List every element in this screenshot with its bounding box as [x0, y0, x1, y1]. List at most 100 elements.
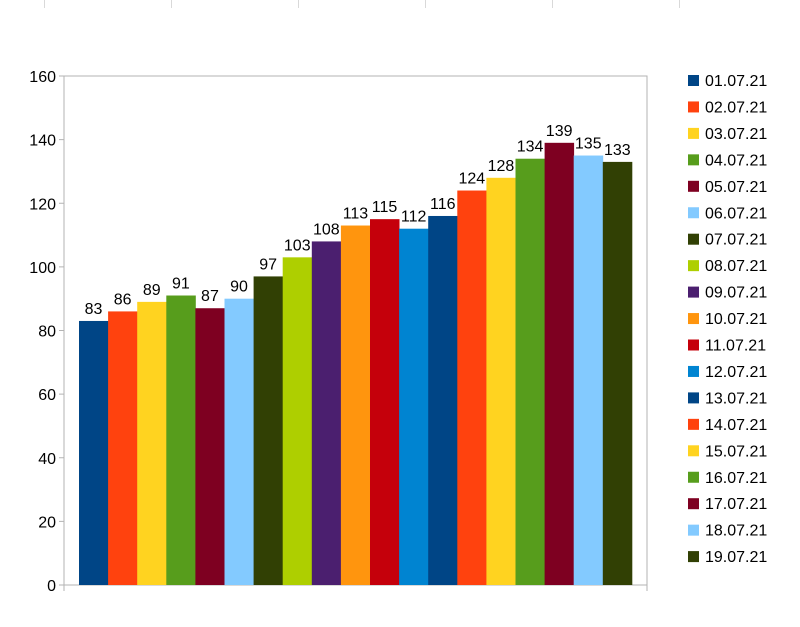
legend-swatch — [688, 551, 699, 563]
bar-series — [79, 142, 633, 586]
y-axis: 0 20 40 60 80 100 120 140 160 — [29, 69, 648, 595]
legend-swatch — [688, 101, 699, 113]
bar-09.07.21 — [311, 241, 342, 586]
legend-swatch — [688, 313, 699, 325]
legend-swatch — [688, 260, 699, 272]
legend-label: 06.07.21 — [705, 205, 767, 222]
bar-08.07.21 — [282, 257, 313, 585]
legend-item: 16.07.21 — [688, 470, 767, 487]
data-label: 133 — [604, 142, 631, 159]
legend-label: 07.07.21 — [705, 232, 767, 249]
legend-item: 08.07.21 — [688, 258, 767, 275]
y-tick-label: 160 — [29, 69, 56, 86]
legend-item: 02.07.21 — [688, 99, 767, 116]
y-tick-label: 0 — [47, 578, 56, 595]
bar-15.07.21 — [486, 177, 516, 586]
data-label: 97 — [259, 256, 277, 273]
data-label: 128 — [488, 158, 515, 175]
legend-swatch — [688, 524, 699, 536]
data-label: 90 — [230, 279, 248, 296]
legend-swatch — [688, 339, 699, 351]
bar-01.07.21 — [79, 320, 109, 585]
legend-label: 15.07.21 — [705, 443, 767, 460]
legend-label: 04.07.21 — [705, 152, 767, 169]
legend-swatch — [688, 286, 699, 298]
data-label: 124 — [458, 171, 485, 188]
bar-07.07.21 — [253, 276, 284, 585]
legend-item: 15.07.21 — [688, 443, 767, 460]
bar-06.07.21 — [224, 298, 254, 585]
legend-item: 03.07.21 — [688, 126, 767, 143]
legend-label: 17.07.21 — [705, 496, 767, 513]
data-label: 134 — [517, 139, 544, 156]
legend-item: 09.07.21 — [688, 285, 767, 302]
data-label: 108 — [313, 221, 340, 238]
legend-label: 10.07.21 — [705, 311, 767, 328]
data-label: 112 — [401, 209, 427, 226]
legend-item: 07.07.21 — [688, 232, 767, 249]
data-label: 89 — [143, 282, 161, 299]
legend-label: 05.07.21 — [705, 179, 767, 196]
legend-item: 12.07.21 — [688, 364, 767, 381]
y-tick-label: 40 — [38, 451, 56, 468]
bar-12.07.21 — [399, 228, 429, 585]
y-tick-label: 120 — [29, 196, 56, 213]
data-label: 103 — [284, 237, 311, 254]
bar-04.07.21 — [166, 295, 196, 585]
y-tick-label: 140 — [29, 133, 56, 150]
legend-item: 06.07.21 — [688, 205, 767, 222]
legend-label: 01.07.21 — [705, 73, 767, 90]
bar-11.07.21 — [370, 219, 400, 585]
legend-item: 10.07.21 — [688, 311, 767, 328]
bar-14.07.21 — [457, 190, 487, 585]
legend-swatch — [688, 75, 699, 86]
legend-label: 14.07.21 — [705, 417, 767, 434]
legend-label: 11.07.21 — [705, 338, 766, 355]
legend-item: 01.07.21 — [688, 73, 767, 90]
bar-10.07.21 — [340, 225, 371, 586]
legend-label: 09.07.21 — [705, 285, 767, 302]
y-tick-label: 60 — [38, 387, 56, 404]
y-tick-label: 100 — [29, 260, 56, 277]
legend-label: 02.07.21 — [705, 99, 767, 116]
legend-label: 16.07.21 — [705, 470, 767, 487]
sheet-column-gridlines — [44, 0, 680, 8]
legend-swatch — [688, 365, 699, 377]
legend-label: 03.07.21 — [705, 126, 767, 143]
legend-swatch — [688, 180, 699, 192]
bar-17.07.21 — [544, 142, 575, 585]
data-label: 139 — [546, 123, 573, 140]
data-label: 113 — [343, 206, 369, 223]
data-label: 135 — [575, 136, 602, 153]
legend-swatch — [688, 418, 699, 430]
data-label: 86 — [114, 291, 132, 308]
legend-item: 13.07.21 — [688, 390, 767, 407]
data-label: 87 — [201, 288, 219, 305]
bar-05.07.21 — [195, 308, 225, 585]
data-label: 116 — [430, 196, 456, 213]
bar-18.07.21 — [573, 155, 604, 585]
legend-label: 08.07.21 — [705, 258, 767, 275]
data-label: 91 — [172, 276, 190, 293]
legend-label: 12.07.21 — [705, 364, 767, 381]
legend-swatch — [688, 392, 699, 404]
legend-label: 19.07.21 — [705, 549, 767, 566]
legend-swatch — [688, 445, 699, 457]
legend-swatch — [688, 498, 699, 510]
legend[interactable]: 01.07.21 02.07.21 03.07.21 04.07.21 05.07.21… — [688, 73, 767, 566]
bar-16.07.21 — [515, 158, 545, 585]
legend-item: 14.07.21 — [688, 417, 767, 434]
bar-19.07.21 — [602, 161, 633, 586]
y-tick-label: 20 — [38, 514, 56, 531]
legend-swatch — [688, 207, 699, 219]
bar-02.07.21 — [108, 311, 138, 585]
legend-label: 18.07.21 — [705, 523, 767, 540]
legend-swatch — [688, 154, 699, 166]
legend-swatch — [688, 127, 699, 139]
legend-item: 11.07.21 — [688, 338, 766, 355]
y-tick-label: 80 — [38, 324, 56, 341]
legend-item: 17.07.21 — [688, 496, 767, 513]
legend-swatch — [688, 233, 699, 245]
